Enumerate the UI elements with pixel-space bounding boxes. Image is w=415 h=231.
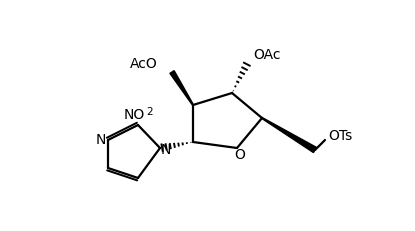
Text: OAc: OAc	[253, 48, 281, 62]
Text: AcO: AcO	[130, 57, 158, 71]
Text: OTs: OTs	[328, 129, 352, 143]
Text: O: O	[234, 148, 245, 162]
Text: N: N	[161, 143, 171, 157]
Text: N: N	[95, 133, 106, 147]
Text: 2: 2	[146, 107, 153, 117]
Polygon shape	[262, 118, 317, 152]
Polygon shape	[170, 71, 193, 105]
Text: NO: NO	[123, 108, 144, 122]
